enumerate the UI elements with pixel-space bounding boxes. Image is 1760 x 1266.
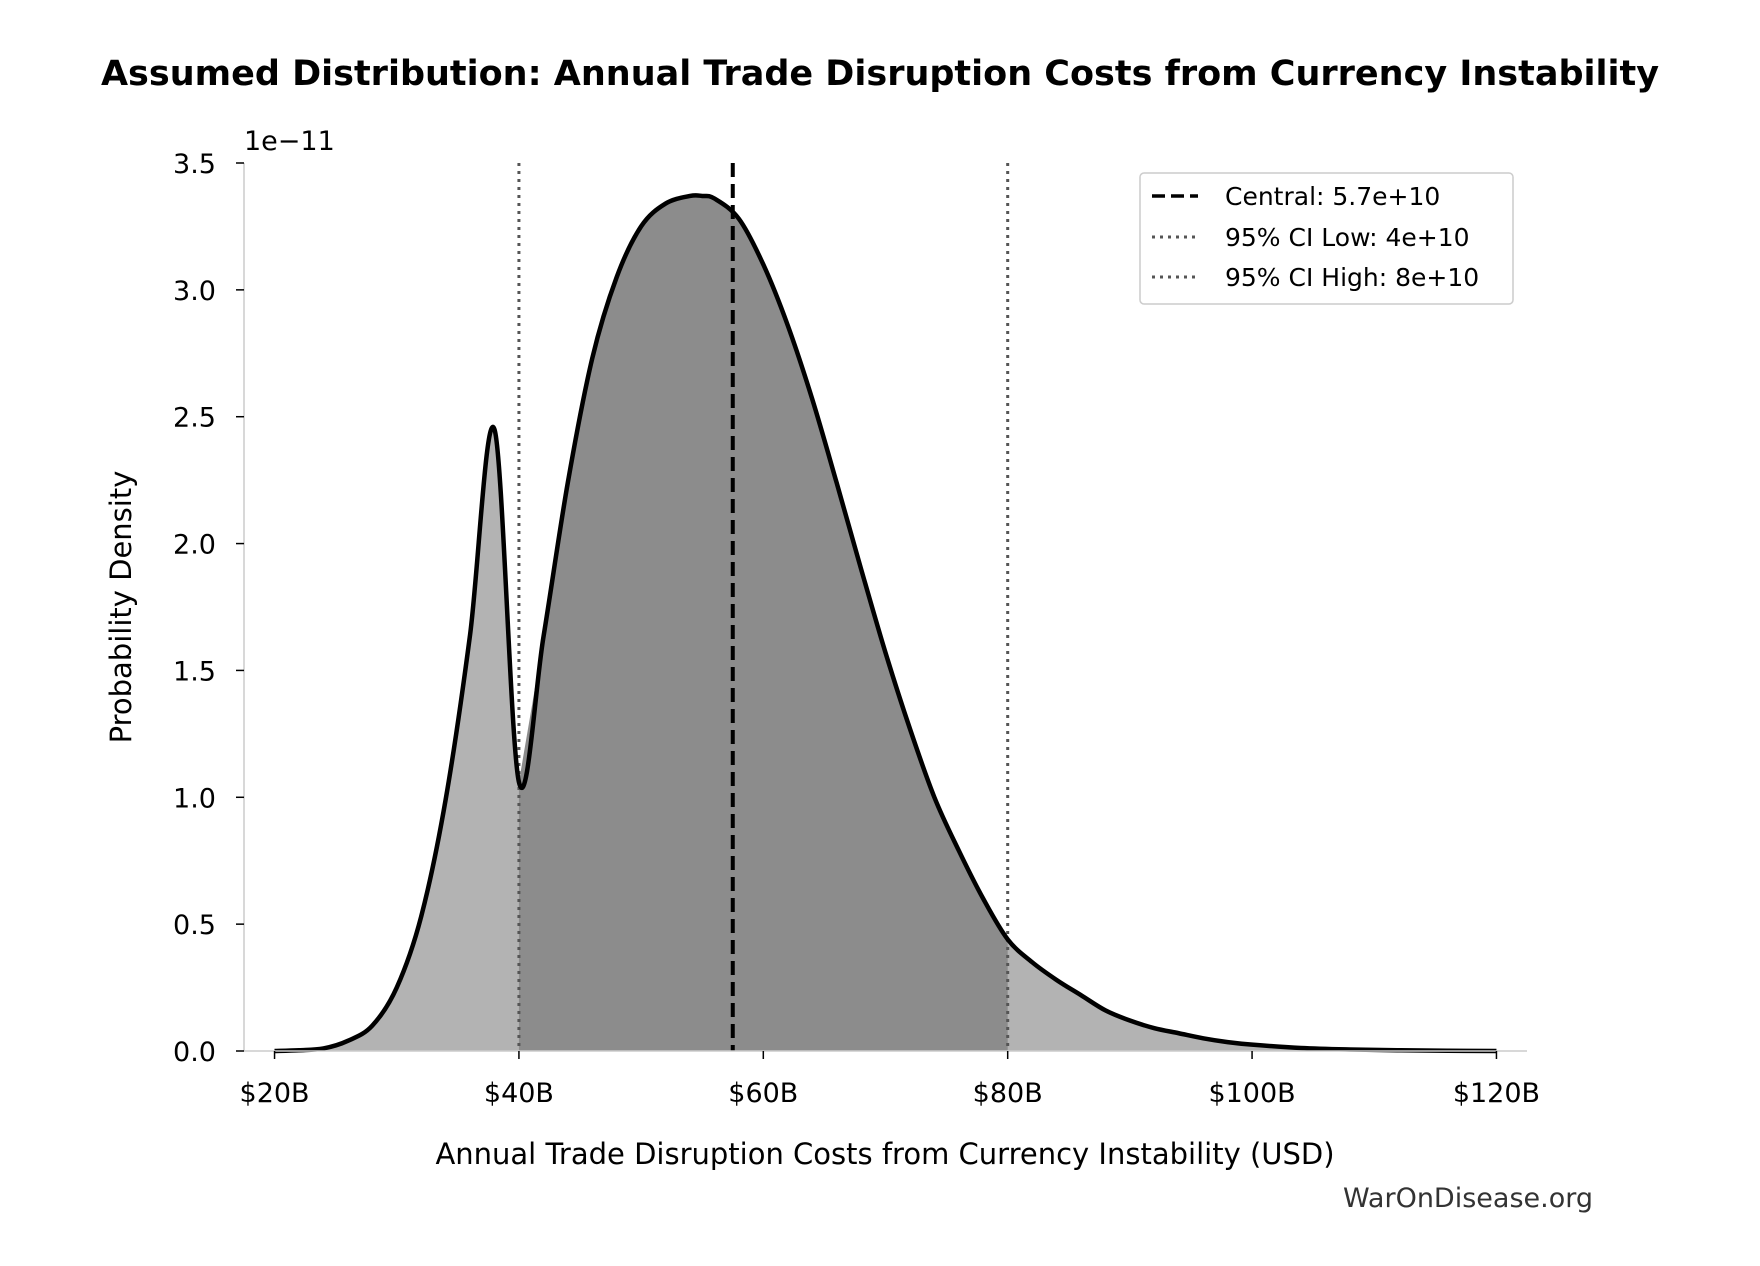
y-tick-label: 1.5 [173,656,216,687]
y-offset-label: 1e−11 [244,126,335,157]
y-tick-label: 2.0 [173,530,216,561]
y-tick-label: 2.5 [173,403,216,434]
y-tick-label: 0.5 [173,910,216,941]
legend-label-ci-high: 95% CI High: 8e+10 [1225,263,1479,292]
plot-area [274,163,1497,1054]
x-axis-label: Annual Trade Disruption Costs from Curre… [435,1137,1334,1171]
y-tick-label: 0.0 [173,1037,216,1068]
y-axis-ticks: 0.0 0.5 1.0 1.5 2.0 2.5 3.0 3.5 [173,149,244,1068]
x-tick-label: $100B [1208,1078,1295,1109]
legend-label-ci-low: 95% CI Low: 4e+10 [1225,223,1470,252]
watermark: WarOnDisease.org [1343,1183,1593,1214]
y-tick-label: 3.5 [173,149,216,180]
y-tick-label: 3.0 [173,276,216,307]
y-axis-label: Probability Density [104,471,138,744]
x-tick-label: $40B [484,1078,554,1109]
ci-area-fill [518,195,1008,1051]
y-tick-label: 1.0 [173,783,216,814]
x-tick-label: $60B [728,1078,798,1109]
legend: Central: 5.7e+10 95% CI Low: 4e+10 95% C… [1139,172,1514,305]
x-tick-label: $120B [1453,1078,1540,1109]
legend-box [1139,172,1514,305]
x-tick-label: $80B [973,1078,1043,1109]
chart-title: Assumed Distribution: Annual Trade Disru… [101,54,1659,94]
density-curve [274,193,1497,1054]
x-tick-label: $20B [240,1078,310,1109]
legend-label-central: Central: 5.7e+10 [1225,182,1440,211]
x-axis-ticks: $20B $40B $60B $80B $100B $120B [240,1051,1540,1109]
